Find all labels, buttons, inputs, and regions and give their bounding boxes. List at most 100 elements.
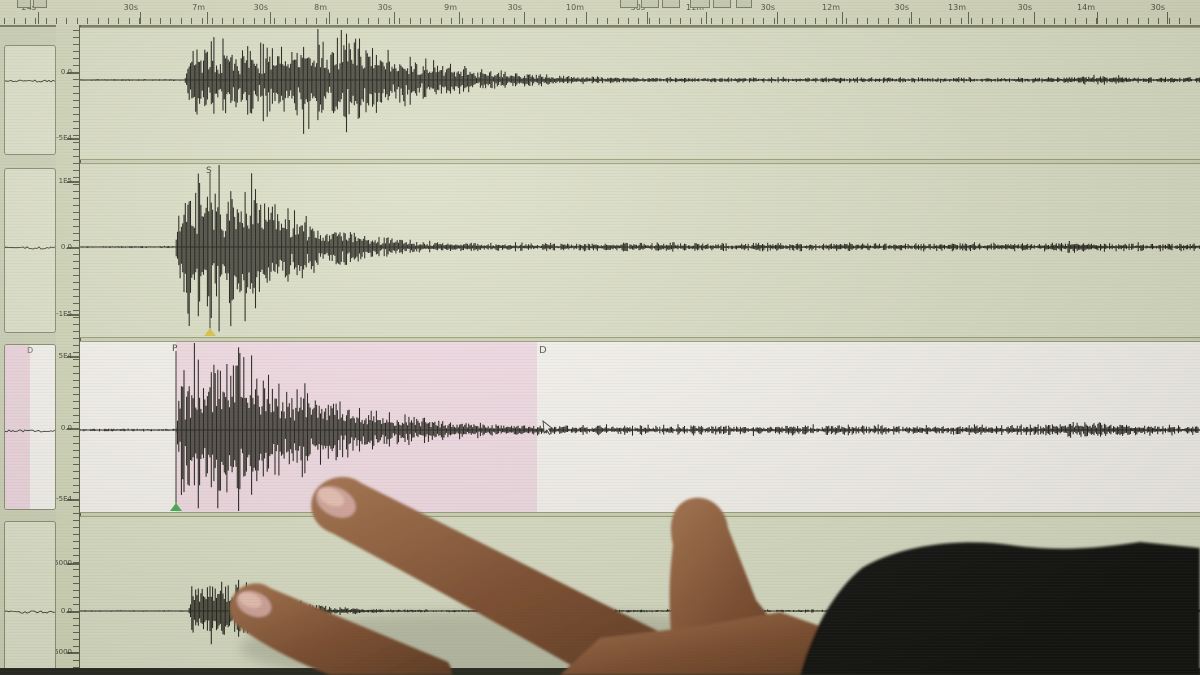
amplitude-minor-tick (73, 422, 79, 423)
amplitude-minor-tick (73, 86, 79, 87)
time-ruler-minor-tick (669, 18, 671, 24)
toolbar-button[interactable] (17, 0, 31, 8)
amplitude-major-tick (67, 428, 79, 430)
time-ruler-minor-tick (264, 18, 265, 24)
p-pick-marker[interactable]: P (170, 344, 182, 511)
amplitude-minor-tick (73, 590, 79, 591)
toolbar-button[interactable] (736, 0, 752, 8)
time-ruler-minor-tick (409, 18, 411, 24)
trace-preview-4[interactable] (4, 521, 56, 675)
amplitude-minor-tick (73, 660, 79, 661)
palm (560, 612, 885, 675)
amplitude-minor-tick (73, 135, 79, 136)
time-ruler-major-tick (140, 12, 141, 24)
time-ruler-minor-tick (128, 18, 130, 24)
time-ruler-minor-tick (825, 18, 827, 24)
amplitude-label: 5E4 (58, 352, 72, 360)
amplitude-minor-tick (73, 282, 79, 283)
amplitude-minor-tick (73, 296, 79, 297)
trace-preview-1[interactable] (4, 45, 56, 155)
amplitude-label: 0.0 (60, 424, 72, 432)
preview-region-highlight (5, 345, 30, 509)
toolbar-button[interactable] (33, 0, 47, 8)
amplitude-minor-tick (73, 646, 79, 647)
amplitude-minor-tick (73, 233, 79, 234)
region-end-label[interactable]: D (539, 345, 547, 356)
amplitude-minor-tick (73, 191, 79, 192)
amplitude-minor-tick (73, 387, 79, 388)
toolbar-button[interactable] (620, 0, 638, 8)
amplitude-minor-tick (73, 324, 79, 325)
time-ruler-minor-tick (804, 18, 806, 24)
time-ruler-minor-tick (212, 18, 213, 24)
time-ruler-label: 30s (377, 3, 392, 12)
amplitude-label: 0.0 (60, 607, 72, 615)
time-ruler-minor-tick (1064, 18, 1066, 24)
time-ruler-major-tick (1167, 12, 1168, 24)
amplitude-minor-tick (73, 345, 79, 346)
amplitude-minor-tick (73, 261, 79, 262)
time-ruler-minor-tick (680, 18, 681, 24)
amplitude-minor-tick (73, 114, 79, 115)
amplitude-minor-tick (73, 156, 79, 157)
amplitude-minor-tick (73, 436, 79, 437)
time-ruler-major-tick (1097, 12, 1098, 24)
amplitude-minor-tick (73, 625, 79, 626)
trace-preview-2[interactable] (4, 168, 56, 333)
toolbar-button[interactable] (690, 0, 710, 8)
time-ruler-minor-tick (1085, 18, 1087, 24)
time-ruler-minor-tick (378, 18, 380, 24)
time-ruler-minor-tick (482, 18, 484, 24)
amplitude-label: 1E5 (58, 177, 72, 185)
time-ruler-minor-tick (1012, 18, 1014, 24)
amplitude-major-tick (67, 247, 79, 249)
time-ruler-label: 14m (1077, 3, 1095, 12)
time-ruler-minor-tick (399, 18, 401, 24)
time-ruler-minor-tick (888, 18, 889, 24)
amplitude-minor-tick (73, 534, 79, 535)
amplitude-minor-tick (73, 541, 79, 542)
time-ruler-minor-tick (170, 18, 172, 24)
time-ruler-minor-tick (388, 18, 390, 24)
time-ruler-minor-tick (856, 18, 858, 24)
waveform-1 (80, 29, 1200, 134)
amplitude-label: -5E4 (56, 495, 72, 503)
time-ruler-minor-tick (451, 18, 453, 24)
time-ruler-minor-tick (1075, 18, 1077, 24)
time-ruler-minor-tick (295, 18, 297, 24)
toolbar-button[interactable] (662, 0, 680, 8)
time-ruler-major-tick (394, 12, 395, 24)
amplitude-major-tick (67, 499, 79, 501)
preview-region-label: D (27, 346, 34, 355)
amplitude-minor-tick (73, 212, 79, 213)
trace-panel-1[interactable] (80, 27, 1200, 160)
time-ruler-major-tick (38, 12, 39, 24)
trace-panel-2[interactable] (80, 163, 1200, 338)
time-ruler-major-tick (586, 12, 587, 24)
time-ruler-minor-tick (971, 18, 973, 24)
trace-preview-3[interactable]: D (4, 344, 56, 510)
time-ruler-minor-tick (700, 18, 702, 24)
amplitude-minor-tick (73, 352, 79, 353)
s-pick-marker[interactable]: S (204, 166, 216, 336)
time-ruler-minor-tick (1158, 18, 1160, 24)
time-ruler-minor-tick (336, 18, 338, 24)
amplitude-minor-tick (73, 65, 79, 66)
time-ruler-minor-tick (492, 18, 494, 24)
time-ruler-label: 10m (566, 3, 584, 12)
time-ruler-label: 30s (507, 3, 522, 12)
time-ruler-minor-tick (596, 18, 598, 24)
time-ruler-minor-tick (45, 18, 47, 24)
toolbar-button[interactable] (713, 0, 731, 8)
preview-waveform (5, 79, 55, 83)
amplitude-minor-tick (73, 394, 79, 395)
toolbar-button[interactable] (641, 0, 659, 8)
amplitude-major-tick (67, 563, 79, 565)
time-ruler-label: 8m (314, 3, 327, 12)
time-ruler-minor-tick (1002, 18, 1004, 24)
amplitude-minor-tick (73, 562, 79, 563)
time-ruler-label: 13m (948, 3, 966, 12)
amplitude-minor-tick (73, 268, 79, 269)
time-ruler-major-tick (329, 12, 330, 24)
